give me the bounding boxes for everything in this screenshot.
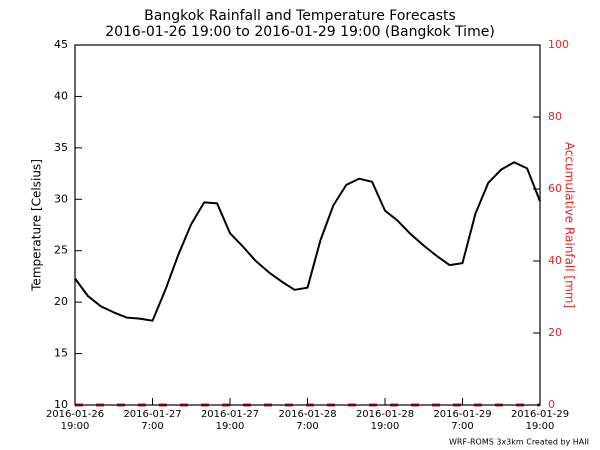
series-line (74, 161, 541, 322)
y-tick-label: 30 (54, 192, 68, 205)
x-tick-label: 2016-01-27 19:00 (200, 409, 260, 432)
chart-title: Bangkok Rainfall and Temperature Forecas… (144, 8, 456, 24)
x-tick-label: 2016-01-27 7:00 (123, 409, 182, 432)
y-axis-label: Temperature [Celsius] (30, 159, 44, 292)
x-tick-label: 2016-01-28 19:00 (355, 409, 415, 432)
y-tick-label: 15 (54, 347, 68, 360)
x-tick-label: 2016-01-29 7:00 (433, 409, 492, 432)
y2-tick-label: 100 (548, 38, 569, 51)
footer: WRF-ROMS 3x3km Created by HAII (449, 438, 589, 447)
y2-tick-label: 80 (548, 110, 562, 123)
y2-tick-label: 20 (548, 326, 562, 339)
y-tick-label: 40 (54, 89, 68, 102)
x-tick-label: 2016-01-29 19:00 (510, 409, 570, 432)
y-tick-label: 10 (54, 398, 68, 411)
y2-axis-label: Accumulative Rainfall [mm] (563, 142, 577, 308)
plot-frame (74, 44, 541, 406)
y-tick-label: 35 (54, 141, 68, 154)
y2-tick-label: 0 (548, 398, 555, 411)
y-tick-label: 45 (54, 38, 68, 51)
x-tick-label: 2016-01-26 19:00 (45, 409, 105, 432)
x-tick-label: 2016-01-28 7:00 (278, 409, 337, 432)
y-tick-label: 20 (54, 295, 68, 308)
y2-tick-label: 40 (548, 254, 562, 267)
chart-subtitle: 2016-01-26 19:00 to 2016-01-29 19:00 (Ba… (105, 24, 495, 40)
y-tick-label: 25 (54, 244, 68, 257)
y2-tick-label: 60 (548, 182, 562, 195)
